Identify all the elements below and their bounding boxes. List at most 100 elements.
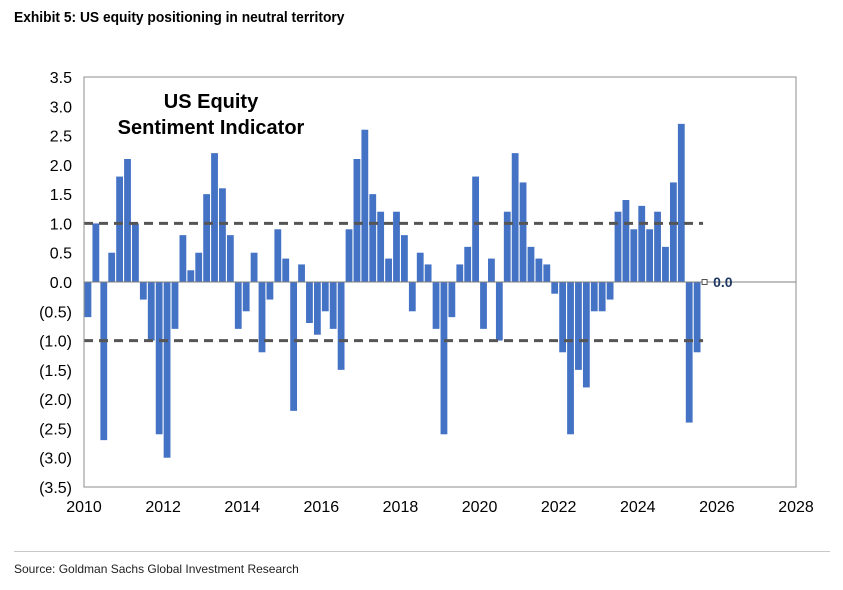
sentiment-chart: 3.5 3.0 2.5 2.0 1.5 1.0 0.5 0.0 (0.5) (1.0) (1.5) (…	[39, 70, 814, 516]
sentiment-bar	[298, 264, 305, 282]
sentiment-bar	[361, 129, 369, 282]
chart-inner-title-line2: Sentiment Indicator	[118, 117, 305, 139]
sentiment-bar	[622, 200, 630, 282]
y-tick-label: 2.5	[50, 129, 72, 146]
sentiment-bar	[408, 282, 416, 312]
sentiment-bar	[321, 282, 329, 312]
sentiment-bar	[511, 153, 519, 282]
x-tick-label: 2020	[462, 499, 498, 516]
exhibit-title: Exhibit 5: US equity positioning in neut…	[14, 9, 345, 26]
sentiment-bar	[313, 282, 321, 335]
sentiment-bar	[693, 282, 701, 353]
sentiment-bar	[495, 282, 503, 341]
sentiment-bar	[416, 252, 424, 282]
sentiment-bar	[575, 282, 582, 370]
sentiment-bar	[669, 182, 677, 282]
x-tick-label: 2014	[224, 499, 260, 516]
y-tick-label: (3.5)	[39, 480, 72, 497]
sentiment-bar	[306, 282, 313, 323]
sentiment-bar	[677, 123, 685, 282]
sentiment-bar	[685, 282, 693, 423]
sentiment-bar	[654, 211, 661, 282]
sentiment-bar	[630, 229, 638, 282]
y-tick-label: (2.0)	[39, 392, 72, 409]
sentiment-bar	[464, 246, 472, 282]
x-tick-label: 2010	[66, 499, 102, 516]
sentiment-bar	[211, 153, 218, 282]
sentiment-bar	[163, 282, 171, 458]
sentiment-bar	[203, 194, 211, 282]
sentiment-bar	[100, 282, 108, 441]
sentiment-bar	[567, 282, 574, 435]
sentiment-bar	[282, 258, 290, 282]
sentiment-bar	[472, 176, 479, 282]
sentiment-bar	[503, 211, 511, 282]
sentiment-bar	[527, 246, 535, 282]
sentiment-bar	[337, 282, 345, 370]
sentiment-bar	[448, 282, 456, 318]
sentiment-bar	[440, 282, 448, 435]
sentiment-bar	[401, 235, 408, 282]
y-tick-label: 0.0	[50, 275, 72, 292]
source-divider	[14, 551, 830, 552]
sentiment-bar	[614, 211, 622, 282]
y-axis-labels: 3.5 3.0 2.5 2.0 1.5 1.0 0.5 0.0 (0.5) (1.0) (1.5) (…	[39, 70, 72, 497]
threshold-lines	[84, 221, 704, 343]
x-tick-label: 2024	[620, 499, 656, 516]
x-tick-label: 2028	[778, 499, 814, 516]
sentiment-bar	[345, 229, 353, 282]
sentiment-bar	[456, 264, 464, 282]
sentiment-bar	[369, 194, 377, 282]
sentiment-bar	[226, 235, 234, 282]
sentiment-bar	[187, 270, 195, 282]
x-axis-labels: 2010 2012 2014 2016 2018 2020 2022 2024 2026 2028	[66, 499, 814, 516]
sentiment-bar	[590, 282, 598, 312]
y-tick-label: 1.0	[50, 216, 72, 233]
y-tick-label: (1.0)	[39, 334, 72, 351]
bar-series	[84, 123, 701, 458]
source-note: Source: Goldman Sachs Global Investment …	[14, 562, 299, 576]
sentiment-bar	[139, 282, 147, 300]
sentiment-bar	[171, 282, 179, 329]
sentiment-bar	[432, 282, 440, 329]
sentiment-bar	[266, 282, 274, 300]
sentiment-bar	[92, 223, 100, 282]
sentiment-bar	[535, 258, 543, 282]
sentiment-bar	[424, 264, 432, 282]
sentiment-bar	[290, 282, 298, 411]
sentiment-bar	[219, 188, 226, 282]
sentiment-bar	[480, 282, 487, 329]
sentiment-bar	[132, 223, 139, 282]
chart-inner-title-line1: US Equity	[164, 91, 259, 113]
sentiment-bar	[274, 229, 282, 282]
sentiment-bar	[250, 252, 258, 282]
sentiment-bar	[329, 282, 337, 329]
y-tick-label: (0.5)	[39, 304, 72, 321]
y-tick-label: 0.5	[50, 246, 72, 263]
sentiment-bar	[84, 282, 92, 318]
sentiment-bar	[147, 282, 155, 341]
x-tick-label: 2022	[541, 499, 577, 516]
y-tick-label: 3.5	[50, 70, 72, 87]
sentiment-bar	[179, 235, 187, 282]
y-tick-label: (1.5)	[39, 363, 72, 380]
sentiment-bar	[543, 264, 551, 282]
sentiment-bar	[519, 182, 527, 282]
sentiment-bar	[662, 246, 669, 282]
sentiment-bar	[124, 159, 131, 282]
sentiment-bar	[646, 229, 654, 282]
x-tick-label: 2016	[304, 499, 340, 516]
y-tick-label: (3.0)	[39, 451, 72, 468]
x-tick-label: 2018	[383, 499, 419, 516]
y-tick-label: 3.0	[50, 99, 72, 116]
sentiment-bar	[377, 211, 385, 282]
sentiment-bar	[108, 252, 116, 282]
latest-value-marker	[701, 279, 708, 285]
sentiment-bar	[393, 211, 400, 282]
plot-frame	[83, 76, 797, 488]
sentiment-bar	[116, 176, 123, 282]
x-tick-label: 2012	[145, 499, 181, 516]
sentiment-bar	[598, 282, 606, 312]
sentiment-bar	[242, 282, 250, 312]
sentiment-bar	[488, 258, 495, 282]
